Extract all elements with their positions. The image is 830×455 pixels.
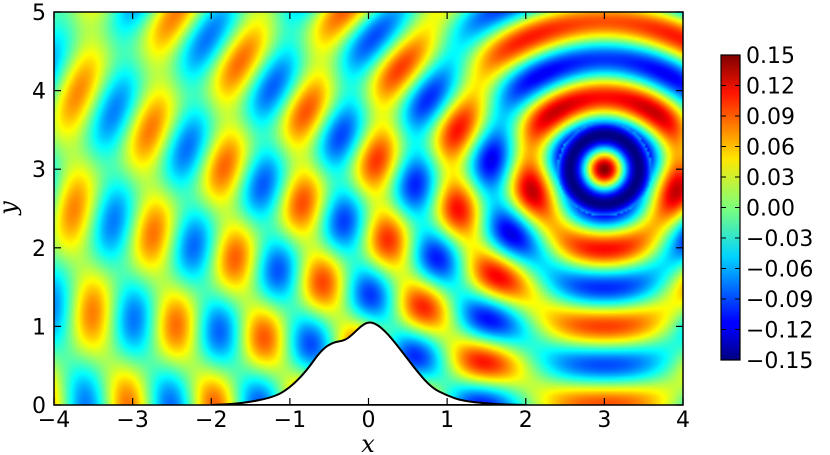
- colorbar-ticks: 0.15 0.12 0.09 0.06 0.03 0.00 −0.03 −0.06 −0.09 −…: [721, 44, 813, 374]
- y-tick-label: 3: [32, 158, 46, 183]
- plot-area: [53, 11, 684, 406]
- x-axis: −4 −3 −2 −1 0 1 2 3 4: [38, 12, 690, 433]
- x-tick-label: 0: [362, 408, 376, 433]
- x-tick-label: −4: [38, 408, 70, 433]
- colorbar-tick-label: −0.12: [746, 319, 813, 344]
- y-tick-label: 2: [32, 237, 46, 262]
- y-axis-label: y: [0, 201, 22, 216]
- colorbar-tick-label: 0.06: [746, 136, 795, 161]
- y-tick-label: 5: [32, 1, 46, 26]
- colorbar-tick-label: −0.03: [746, 227, 813, 252]
- x-tick-label: 1: [440, 408, 454, 433]
- colorbar-fill: [721, 55, 740, 360]
- y-axis: 0 1 2 3 4 5: [32, 1, 683, 419]
- obstacle-hill: [211, 321, 526, 405]
- x-axis-label: x: [361, 430, 375, 455]
- colorbar-tick-label: −0.06: [746, 258, 813, 283]
- x-tick-label: −2: [195, 408, 227, 433]
- colorbar-tick-label: 0.12: [746, 75, 795, 100]
- colorbar-tick-label: −0.15: [746, 349, 813, 374]
- colorbar-tick-label: −0.09: [746, 288, 813, 313]
- colorbar: 0.15 0.12 0.09 0.06 0.03 0.00 −0.03 −0.06 −0.09 −…: [720, 44, 813, 374]
- colorbar-tick-label: 0.00: [746, 197, 795, 222]
- y-tick-label: 4: [32, 80, 46, 105]
- y-tick-label: 1: [32, 315, 46, 340]
- colorbar-tick-label: 0.15: [746, 44, 795, 69]
- x-tick-label: −1: [274, 408, 306, 433]
- y-tick-label: 0: [32, 394, 46, 419]
- colorbar-tick-label: 0.09: [746, 105, 795, 130]
- colorbar-tick-label: 0.03: [746, 166, 795, 191]
- x-tick-label: 3: [597, 408, 611, 433]
- x-tick-label: −3: [116, 408, 148, 433]
- x-tick-label: 4: [676, 408, 690, 433]
- x-tick-label: 2: [519, 408, 533, 433]
